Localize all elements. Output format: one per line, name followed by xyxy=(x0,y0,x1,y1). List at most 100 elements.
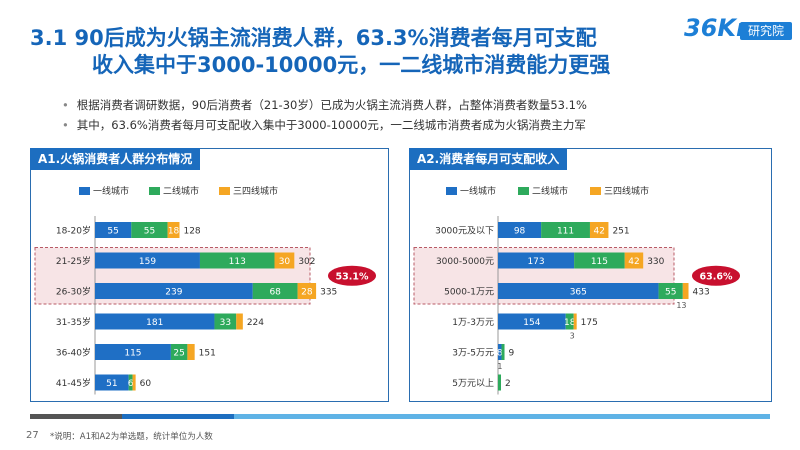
segment-value-label: 6 xyxy=(128,379,134,389)
page-number: 27 xyxy=(26,430,39,441)
chart-a2-svg: 一线城市 二线城市 三四线城市 3000元及以下 98 111 42 251 3000-5000… xyxy=(413,185,740,395)
total-value-label: 433 xyxy=(693,288,710,298)
legend-label-3: 三四线城市 xyxy=(233,185,278,197)
category-label: 5万元以上 xyxy=(452,378,494,389)
36kr-logo: 36Kr 研究院 xyxy=(684,14,792,42)
bar-segment xyxy=(199,252,275,269)
bar-segment xyxy=(501,344,505,360)
bar-segment xyxy=(565,313,574,330)
segment-value-label: 55 xyxy=(665,288,676,298)
bullet-2-text: 其中，63.6%消费者每月可支配收入集中于3000-10000元，一二线城市消费… xyxy=(76,118,586,132)
small-value-label: 13 xyxy=(676,301,686,310)
total-value-label: 9 xyxy=(509,349,515,359)
bar-segment xyxy=(95,374,129,391)
segment-value-label: 113 xyxy=(229,257,246,267)
bar-segment xyxy=(498,344,502,360)
legend-swatch-3 xyxy=(590,187,601,195)
total-value-label: 2 xyxy=(505,379,511,389)
segment-value-label: 51 xyxy=(106,379,117,389)
segment-value-label: 28 xyxy=(301,288,313,298)
category-label: 36-40岁 xyxy=(56,347,91,359)
legend-swatch-1 xyxy=(446,187,457,195)
total-value-label: 302 xyxy=(298,257,315,267)
footer-bar-dark xyxy=(30,414,122,419)
bar-segment xyxy=(95,344,171,360)
bar-segment xyxy=(498,283,659,299)
highlight-badge xyxy=(328,265,376,286)
highlight-badge xyxy=(692,265,740,286)
bar-segment xyxy=(541,222,590,238)
bar-segment xyxy=(498,313,566,330)
total-value-label: 251 xyxy=(612,227,629,237)
segment-value-label: 98 xyxy=(514,227,526,237)
chart-a2-title: A2.消费者每月可支配收入 xyxy=(409,148,568,170)
total-value-label: 151 xyxy=(199,349,216,359)
category-label: 3000-5000元 xyxy=(436,257,494,267)
bar-segment xyxy=(214,313,237,330)
small-value-label: 1 xyxy=(497,362,502,371)
bar-segment xyxy=(132,374,136,391)
bar-segment xyxy=(498,374,501,391)
bar-segment xyxy=(95,222,132,238)
bar-segment xyxy=(498,252,575,269)
segment-value-label: 115 xyxy=(591,257,608,267)
category-label: 5000-1万元 xyxy=(444,288,494,298)
legend-swatch-2 xyxy=(149,187,160,195)
bar-segment xyxy=(95,283,253,299)
highlight-badge-label: 53.1% xyxy=(336,271,369,282)
bar-segment xyxy=(170,344,188,360)
bar-segment xyxy=(167,222,180,238)
segment-value-label: 111 xyxy=(557,227,574,237)
bar-segment xyxy=(573,313,577,330)
segment-value-label: 18 xyxy=(168,227,180,237)
segment-value-label: 154 xyxy=(523,318,540,328)
segment-value-label: 68 xyxy=(269,288,281,298)
bullet-dot-icon: • xyxy=(62,98,69,112)
category-label: 3000元及以下 xyxy=(435,226,494,237)
total-value-label: 335 xyxy=(320,288,337,298)
bar-segment xyxy=(297,283,317,299)
bar-segment xyxy=(95,252,200,269)
bullet-1-text: 根据消费者调研数据，90后消费者（21-30岁）已成为火锅主流消费人群，占整体消… xyxy=(76,98,587,112)
bar-segment xyxy=(131,222,168,238)
bar-segment xyxy=(187,344,195,360)
segment-value-label: 8 xyxy=(497,349,503,359)
segment-value-label: 42 xyxy=(593,227,604,237)
bar-segment xyxy=(128,374,133,391)
chart-a1-title: A1.火锅消费者人群分布情况 xyxy=(30,148,201,170)
chart-panel-a1: A1.火锅消费者人群分布情况 一线城市 二线城市 三四线城市 18-20岁 55 55 18… xyxy=(30,148,389,402)
legend-swatch-1 xyxy=(79,187,90,195)
legend-swatch-2 xyxy=(518,187,529,195)
legend-label-2: 二线城市 xyxy=(163,185,199,197)
bar-segment xyxy=(498,222,542,238)
bar-segment xyxy=(682,283,689,299)
total-value-label: 330 xyxy=(647,257,664,267)
category-label: 1万-3万元 xyxy=(452,318,494,328)
segment-value-label: 239 xyxy=(165,288,182,298)
category-label: 41-45岁 xyxy=(56,377,91,389)
bar-segment xyxy=(574,252,625,269)
total-value-label: 128 xyxy=(183,227,200,237)
page-title-line1: 3.1 90后成为火锅主流消费人群，63.3%消费者每月可支配 xyxy=(30,26,597,50)
logo-sub: 研究院 xyxy=(748,23,784,38)
legend-label-3: 三四线城市 xyxy=(604,185,649,197)
bar-segment xyxy=(589,222,609,238)
legend-label-2: 二线城市 xyxy=(532,185,568,197)
bullet-1: • 根据消费者调研数据，90后消费者（21-30岁）已成为火锅主流消费人群，占整体… xyxy=(62,97,587,113)
logo-badge xyxy=(740,22,792,40)
total-value-label: 175 xyxy=(581,318,598,328)
segment-value-label: 55 xyxy=(144,227,155,237)
bullet-dot-icon: • xyxy=(62,118,69,132)
bullet-2: • 其中，63.6%消费者每月可支配收入集中于3000-10000元，一二线城市消… xyxy=(62,117,586,133)
footer-bar-blue xyxy=(122,414,234,419)
category-label: 26-30岁 xyxy=(56,286,91,298)
category-label: 21-25岁 xyxy=(56,255,91,267)
segment-value-label: 33 xyxy=(220,318,231,328)
segment-value-label: 173 xyxy=(527,257,544,267)
category-label: 31-35岁 xyxy=(56,316,91,328)
highlight-badge-label: 63.6% xyxy=(700,271,733,282)
category-label: 18-20岁 xyxy=(56,225,91,237)
segment-value-label: 25 xyxy=(173,349,184,359)
legend-label-1: 一线城市 xyxy=(93,185,129,197)
